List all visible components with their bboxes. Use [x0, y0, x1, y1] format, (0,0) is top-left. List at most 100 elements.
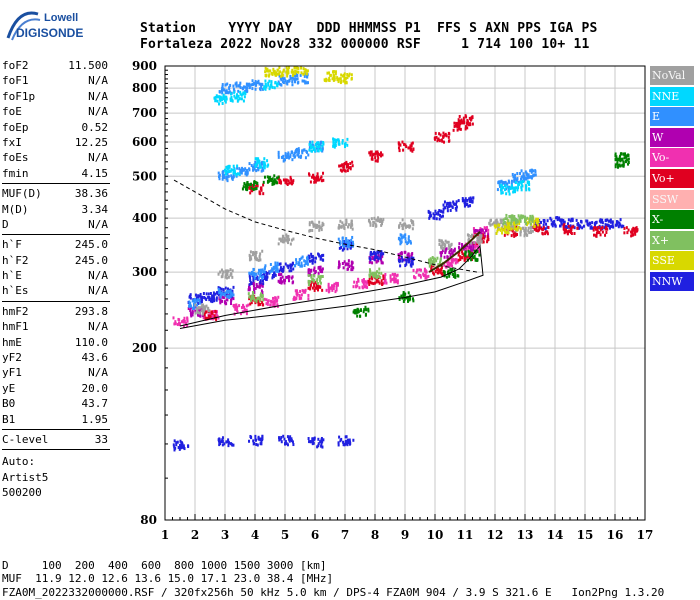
- echo-point: [202, 309, 205, 313]
- echo-point: [626, 231, 629, 235]
- echo-point: [379, 275, 382, 279]
- echo-point: [249, 276, 252, 280]
- echo-point: [507, 229, 510, 233]
- echo-point: [310, 259, 313, 263]
- echo-point: [316, 277, 319, 281]
- echo-point: [556, 218, 559, 222]
- echo-point: [295, 66, 298, 70]
- echo-point: [350, 268, 353, 272]
- echo-point: [246, 89, 249, 93]
- param-group-confidence: C-level 33: [2, 432, 108, 447]
- echo-point: [338, 77, 341, 81]
- echo-point: [446, 206, 449, 210]
- echo-point: [309, 280, 312, 284]
- echo-point: [257, 303, 260, 307]
- param-row: h`E N/A: [2, 268, 108, 283]
- echo-point: [217, 438, 220, 442]
- echo-point: [343, 226, 346, 230]
- echo-point: [402, 293, 405, 297]
- echo-point: [374, 156, 377, 160]
- echo-point: [341, 243, 344, 247]
- echo-point: [305, 150, 308, 154]
- echo-point: [412, 220, 415, 224]
- echo-point: [404, 237, 407, 241]
- echo-point: [226, 298, 229, 302]
- echo-point: [431, 256, 434, 260]
- echo-point: [194, 303, 197, 307]
- echo-point: [259, 88, 262, 92]
- echo-point: [312, 175, 315, 179]
- echo-point: [500, 191, 503, 195]
- echo-point: [337, 441, 340, 445]
- echo-point: [448, 204, 451, 208]
- echo-point: [310, 149, 313, 153]
- echo-point: [283, 77, 286, 81]
- echo-point: [517, 180, 520, 184]
- x-tick-label: 12: [487, 528, 504, 542]
- echo-point: [311, 255, 314, 259]
- echo-point: [372, 282, 375, 286]
- echo-point: [380, 154, 383, 158]
- echo-point: [244, 183, 247, 187]
- echo-point: [310, 280, 313, 284]
- echo-point: [282, 278, 285, 282]
- echo-point: [279, 82, 282, 86]
- echo-point: [218, 291, 221, 295]
- echo-point: [248, 286, 251, 290]
- echo-point: [332, 70, 335, 74]
- echo-point: [560, 222, 563, 226]
- param-value: N/A: [88, 217, 108, 231]
- param-group-critical-frequencies: foF2 11.500 foF1 N/A foF1p N/A foE N/A foEp 0.52 f…: [2, 58, 108, 181]
- echo-point: [175, 443, 178, 447]
- echo-point: [308, 440, 311, 444]
- echo-point: [299, 289, 302, 293]
- echo-point: [182, 444, 185, 448]
- x-tick-label: 3: [221, 528, 229, 542]
- echo-point: [340, 225, 343, 229]
- echo-point: [375, 255, 378, 259]
- echo-point: [259, 258, 262, 262]
- echo-point: [411, 221, 414, 225]
- echo-point: [287, 68, 290, 72]
- echo-point: [272, 301, 275, 305]
- echo-point: [533, 227, 536, 231]
- echo-point: [259, 274, 262, 278]
- echo-point: [622, 163, 625, 167]
- echo-point: [458, 127, 461, 131]
- echo-point: [319, 281, 322, 285]
- echo-point: [474, 257, 477, 261]
- echo-point: [231, 269, 234, 273]
- echo-point: [513, 218, 516, 222]
- echo-point: [312, 268, 315, 272]
- echo-point: [214, 95, 217, 99]
- echo-point: [174, 322, 177, 326]
- echo-point: [357, 279, 360, 283]
- echo-point: [254, 301, 257, 305]
- echo-point: [257, 285, 260, 289]
- echo-point: [238, 167, 241, 171]
- echo-point: [407, 252, 410, 256]
- echo-point: [224, 83, 227, 87]
- echo-point: [185, 321, 188, 325]
- echo-point: [459, 255, 462, 259]
- echo-point: [440, 215, 443, 219]
- echo-point: [599, 233, 602, 237]
- echo-point: [510, 217, 513, 221]
- echo-point: [460, 256, 463, 260]
- echo-point: [350, 264, 353, 268]
- echo-point: [294, 289, 297, 293]
- echo-point: [454, 123, 457, 127]
- echo-point: [499, 188, 502, 192]
- echo-point: [531, 214, 534, 218]
- echo-point: [262, 86, 265, 90]
- echo-point: [226, 175, 229, 179]
- echo-point: [514, 173, 517, 177]
- echo-point: [274, 296, 277, 300]
- echo-point: [407, 291, 410, 295]
- echo-point: [367, 307, 370, 311]
- echo-point: [325, 288, 328, 292]
- echo-point: [520, 188, 523, 192]
- echo-point: [608, 219, 611, 223]
- echo-point: [369, 251, 372, 255]
- param-row: foF2 11.500: [2, 58, 108, 73]
